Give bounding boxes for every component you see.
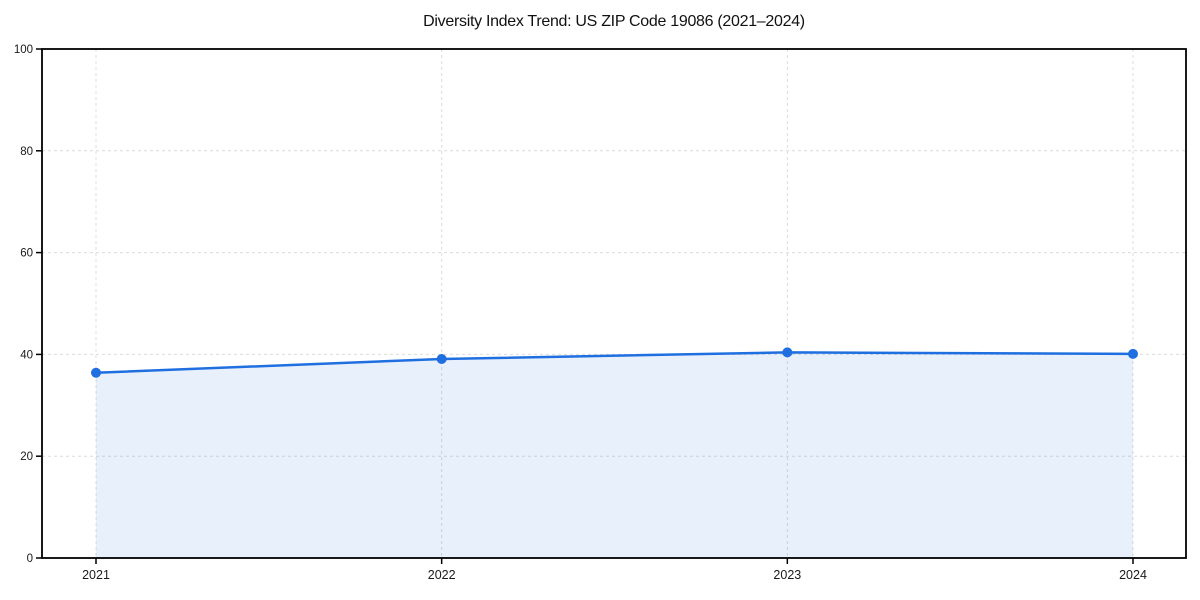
- plot-border: [41, 48, 1187, 559]
- y-tick-label: 80: [20, 146, 33, 158]
- y-tick-label: 20: [20, 451, 33, 463]
- y-tick-label: 100: [14, 44, 33, 56]
- x-tick-label: 2021: [82, 568, 110, 582]
- x-tick-label: 2022: [428, 568, 456, 582]
- chart-title: Diversity Index Trend: US ZIP Code 19086…: [423, 13, 805, 30]
- x-tick-label: 2024: [1119, 568, 1147, 582]
- y-tick-label: 40: [20, 349, 33, 361]
- data-point-marker-2023: [782, 347, 793, 358]
- trend-line: [94, 351, 1135, 374]
- y-tick-label: 60: [20, 248, 33, 260]
- area-fill: [96, 352, 1133, 558]
- data-point-marker-2021: [91, 367, 101, 378]
- y-tick-label: 0: [27, 553, 33, 565]
- x-tick-label: 2023: [773, 568, 801, 582]
- data-point-marker-2022: [436, 353, 447, 364]
- data-point-marker-2024: [1128, 348, 1138, 359]
